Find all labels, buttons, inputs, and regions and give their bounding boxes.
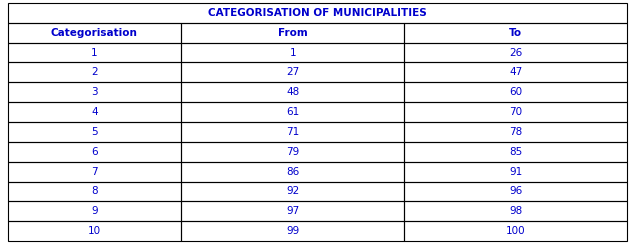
Bar (404, 221, 627, 241)
Bar (404, 201, 627, 221)
Bar (8, 142, 181, 162)
Text: 8: 8 (91, 186, 98, 196)
Bar (404, 182, 627, 201)
Bar (8, 43, 181, 62)
Text: 85: 85 (509, 147, 523, 157)
Bar (8, 221, 181, 241)
Text: 96: 96 (509, 186, 523, 196)
Text: 60: 60 (509, 87, 523, 97)
Text: 86: 86 (286, 167, 299, 177)
Bar (404, 23, 627, 43)
Bar (8, 82, 181, 102)
Text: 4: 4 (91, 107, 98, 117)
Bar (8, 162, 181, 182)
Bar (8, 23, 181, 43)
Text: To: To (509, 28, 523, 38)
Bar (181, 201, 404, 221)
Bar (181, 162, 404, 182)
Text: 79: 79 (286, 147, 299, 157)
Bar (181, 43, 404, 62)
Text: Categorisation: Categorisation (51, 28, 138, 38)
Bar (404, 82, 627, 102)
Text: 97: 97 (286, 206, 299, 216)
Text: 92: 92 (286, 186, 299, 196)
Bar (8, 3, 627, 23)
Text: 3: 3 (91, 87, 98, 97)
Text: 27: 27 (286, 67, 299, 77)
Text: 91: 91 (509, 167, 523, 177)
Text: 10: 10 (88, 226, 101, 236)
Text: 47: 47 (509, 67, 523, 77)
Bar (8, 102, 181, 122)
Text: CATEGORISATION OF MUNICIPALITIES: CATEGORISATION OF MUNICIPALITIES (208, 8, 427, 18)
Text: 7: 7 (91, 167, 98, 177)
Bar (8, 62, 181, 82)
Bar (404, 162, 627, 182)
Bar (404, 62, 627, 82)
Text: 2: 2 (91, 67, 98, 77)
Text: 1: 1 (91, 48, 98, 58)
Bar (181, 182, 404, 201)
Bar (181, 82, 404, 102)
Text: 100: 100 (506, 226, 526, 236)
Text: 98: 98 (509, 206, 523, 216)
Bar (404, 122, 627, 142)
Bar (404, 142, 627, 162)
Bar (181, 62, 404, 82)
Text: 70: 70 (509, 107, 523, 117)
Bar (8, 122, 181, 142)
Bar (181, 122, 404, 142)
Text: 26: 26 (509, 48, 523, 58)
Text: 1: 1 (290, 48, 296, 58)
Text: 6: 6 (91, 147, 98, 157)
Bar (404, 43, 627, 62)
Text: From: From (278, 28, 307, 38)
Bar (181, 142, 404, 162)
Bar (8, 201, 181, 221)
Text: 61: 61 (286, 107, 299, 117)
Text: 78: 78 (509, 127, 523, 137)
Text: 71: 71 (286, 127, 299, 137)
Text: 5: 5 (91, 127, 98, 137)
Bar (181, 221, 404, 241)
Text: 48: 48 (286, 87, 299, 97)
Bar (8, 182, 181, 201)
Bar (404, 102, 627, 122)
Text: 9: 9 (91, 206, 98, 216)
Text: 99: 99 (286, 226, 299, 236)
Bar (181, 23, 404, 43)
Bar (181, 102, 404, 122)
